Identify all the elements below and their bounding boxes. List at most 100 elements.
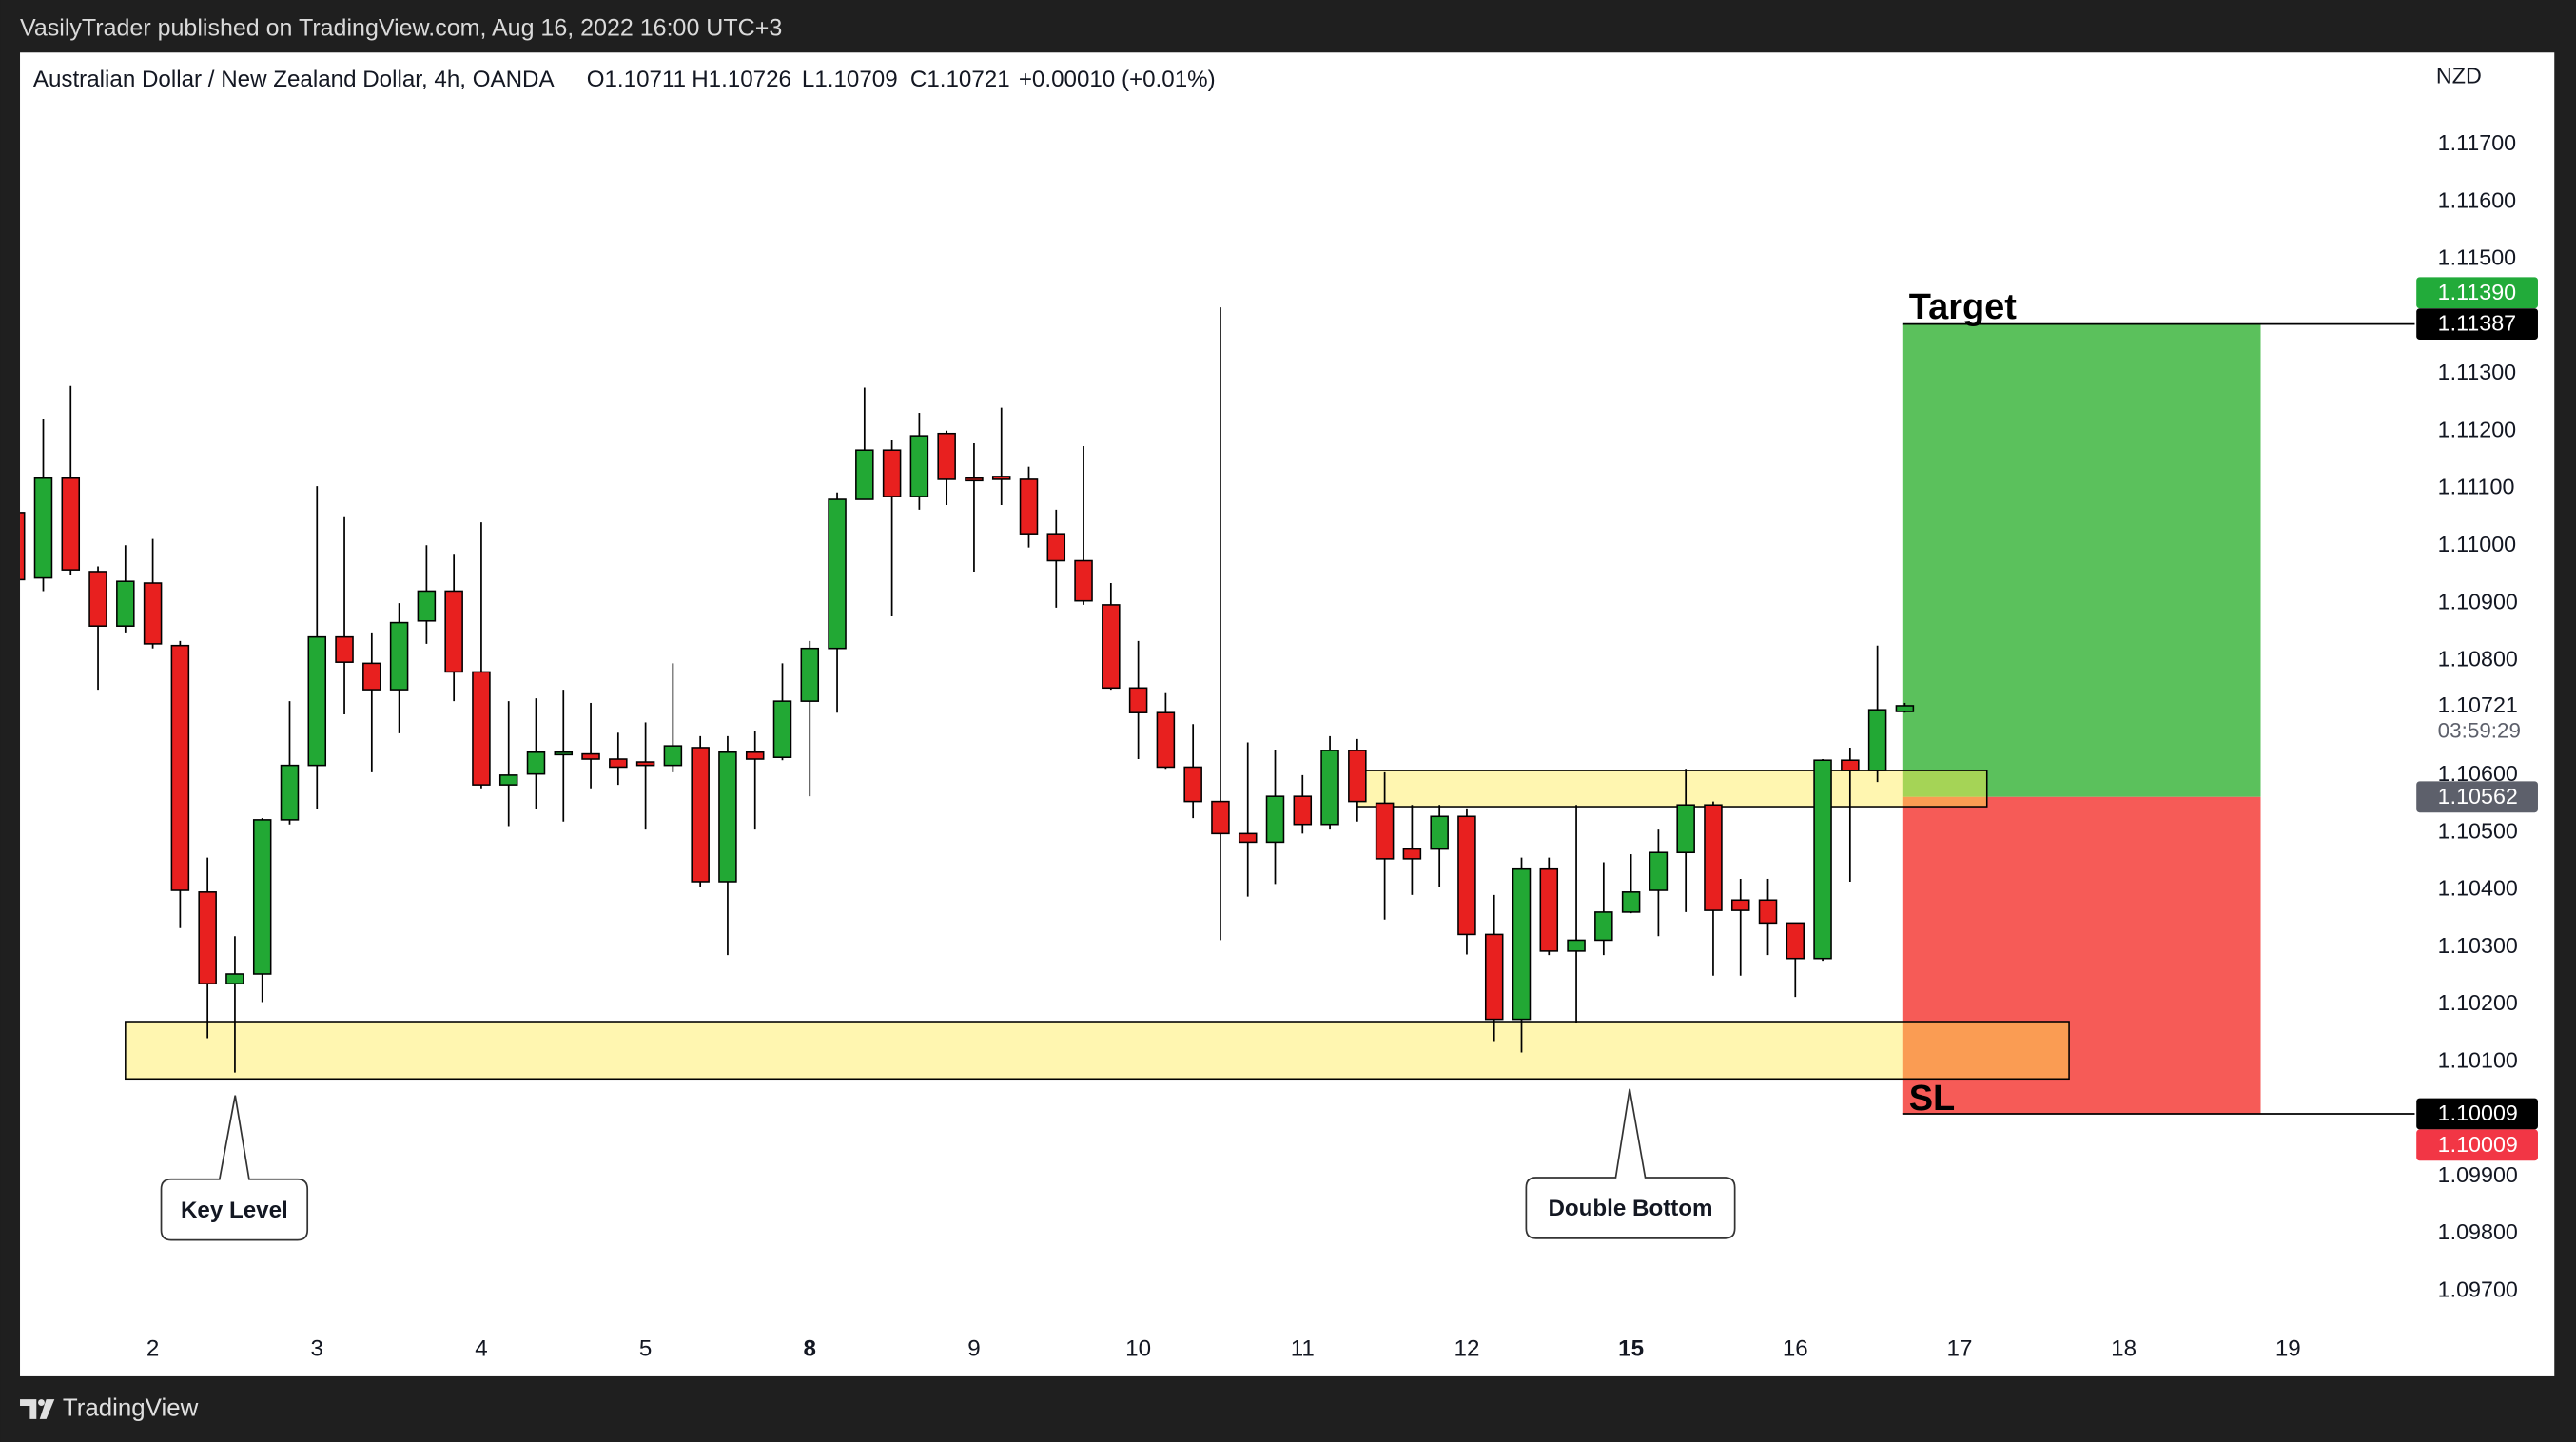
- candle-body: [307, 635, 327, 767]
- price-badge: [2416, 308, 2538, 341]
- price-badge: [2416, 1098, 2538, 1130]
- legend-change: +0.00010 (+0.01%): [1019, 67, 1216, 92]
- candle-body: [335, 635, 354, 663]
- x-tick-label: 5: [639, 1336, 652, 1362]
- candle-body: [198, 891, 217, 985]
- candle-body: [691, 747, 710, 883]
- candle-body: [417, 590, 437, 622]
- candle-body: [745, 751, 765, 760]
- candle-body: [1594, 911, 1613, 942]
- price-badge: [2416, 690, 2538, 722]
- candle-body: [1211, 800, 1230, 835]
- x-tick-label: 18: [2111, 1336, 2137, 1362]
- candle-body: [965, 477, 984, 482]
- candle-body: [1867, 709, 1887, 771]
- candle-body: [1293, 795, 1313, 826]
- support-zone: [125, 1021, 2070, 1081]
- publisher: VasilyTrader published on TradingView.co…: [20, 15, 782, 42]
- legend-close: C1.10721: [910, 67, 1010, 92]
- candle-body: [937, 432, 956, 480]
- candle-body: [1567, 939, 1586, 952]
- candle-body: [143, 582, 163, 645]
- candle-body: [1841, 759, 1860, 771]
- x-tick-label: 11: [1291, 1336, 1315, 1362]
- candle-body: [252, 819, 272, 975]
- support-zone: [1356, 770, 1988, 808]
- countdown: 03:59:29: [2438, 719, 2521, 743]
- candle-body: [635, 761, 655, 767]
- chart-layer: Target SL Key Level Double Bottom 1.09700 1.0…: [20, 130, 2538, 1362]
- x-tick-label: 2: [146, 1336, 159, 1362]
- candle-body: [1238, 832, 1258, 844]
- price-badge: [2416, 781, 2538, 813]
- candle-body: [444, 590, 463, 673]
- candle-body: [1375, 802, 1395, 860]
- candle-body: [33, 477, 53, 579]
- candle-body: [909, 435, 929, 497]
- y-tick-label: 1.10100: [2438, 1047, 2518, 1072]
- price-badge-label: 1.10721: [2438, 692, 2518, 717]
- candle-body: [526, 751, 546, 775]
- y-tick-label: 1.10900: [2438, 589, 2518, 614]
- candle-body: [1183, 766, 1202, 803]
- candle-body: [1895, 705, 1915, 712]
- brand: TradingView: [63, 1394, 199, 1421]
- target-label: Target: [1909, 287, 2018, 327]
- x-tick-label: 3: [311, 1336, 323, 1362]
- candle-body: [991, 476, 1011, 480]
- y-tick-label: 1.10200: [2438, 990, 2518, 1015]
- y-tick-label: 1.11500: [2438, 245, 2517, 270]
- profit-zone: [1902, 323, 2261, 797]
- candle-body: [1128, 687, 1148, 713]
- candle-body: [828, 498, 847, 650]
- y-tick-label: 1.11300: [2438, 360, 2517, 384]
- price-badge-label: 1.11387: [2438, 311, 2516, 336]
- candle-body: [225, 973, 244, 985]
- callout-text: Key Level: [181, 1198, 288, 1223]
- candle-body: [855, 449, 874, 500]
- x-tick-label: 12: [1454, 1336, 1480, 1362]
- candle-body: [1730, 899, 1750, 911]
- callout-box: [1525, 1088, 1736, 1239]
- y-tick-label: 1.11100: [2438, 475, 2515, 499]
- candle-body: [20, 512, 26, 581]
- plot: Target SL Key Level Double Bottom: [20, 287, 2415, 1241]
- candle-body: [581, 752, 600, 760]
- candle-body: [472, 671, 491, 786]
- y-tick-label: 1.10300: [2438, 933, 2518, 958]
- candle-body: [609, 758, 628, 769]
- candle-body: [1102, 604, 1121, 690]
- candle-body: [882, 449, 902, 497]
- chart-title: Australian Dollar / New Zealand Dollar, …: [33, 67, 556, 92]
- candle-body: [1348, 750, 1367, 803]
- candle-body: [1484, 933, 1504, 1021]
- price-badge: [2416, 1129, 2538, 1161]
- y-tick-label: 1.11000: [2438, 532, 2517, 556]
- candle-body: [1457, 815, 1476, 936]
- candle-body: [498, 774, 518, 786]
- candle-body: [1621, 891, 1641, 913]
- candle-body: [116, 580, 135, 627]
- candle-body: [170, 644, 190, 891]
- legend-low: L1.10709: [802, 67, 898, 92]
- x-tick-label: 19: [2275, 1336, 2301, 1362]
- candle-body: [362, 662, 381, 691]
- candle-body: [1676, 804, 1695, 854]
- legend-high: H1.10726: [692, 67, 791, 92]
- price-badge-label: 1.10009: [2438, 1132, 2518, 1157]
- x-tick-label: 10: [1125, 1336, 1151, 1362]
- callout-text: Double Bottom: [1548, 1196, 1712, 1221]
- candle-body: [1786, 922, 1805, 960]
- candle-body: [663, 745, 683, 767]
- candle-body: [1539, 867, 1559, 952]
- candle-body: [280, 764, 300, 821]
- candle-body: [1813, 759, 1832, 960]
- price-badge-label: 1.10009: [2438, 1101, 2518, 1125]
- currency: NZD: [2436, 63, 2482, 88]
- price-badge-label: 1.11390: [2438, 280, 2517, 304]
- candle-body: [1758, 899, 1778, 925]
- candle-body: [1704, 804, 1723, 911]
- candle-body: [772, 700, 792, 758]
- candle-body: [1156, 711, 1176, 769]
- y-tick-label: 1.09700: [2438, 1276, 2518, 1301]
